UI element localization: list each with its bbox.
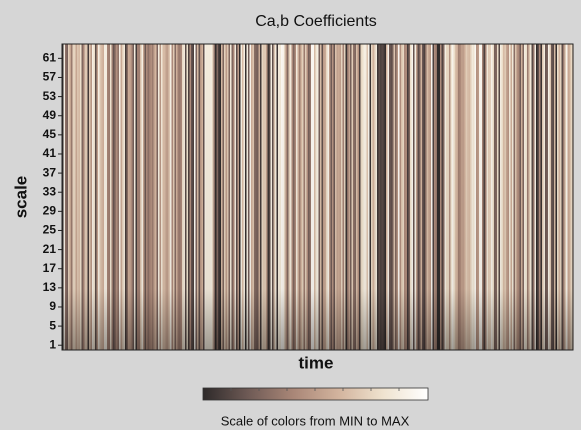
y-tick-label: 37 bbox=[43, 165, 57, 179]
x-axis-label: time bbox=[299, 353, 334, 372]
y-tick-label: 13 bbox=[43, 280, 57, 294]
y-tick-label: 1 bbox=[49, 337, 56, 351]
chart: Ca,b Coefficients time scale Scale of co… bbox=[0, 0, 581, 430]
y-tick-label: 57 bbox=[43, 70, 57, 84]
chart-title: Ca,b Coefficients bbox=[255, 13, 377, 30]
y-tick-label: 9 bbox=[49, 299, 56, 313]
y-tick-label: 29 bbox=[43, 204, 57, 218]
y-tick-label: 45 bbox=[43, 127, 57, 141]
y-tick-label: 21 bbox=[43, 242, 57, 256]
y-tick-label: 53 bbox=[43, 89, 57, 103]
y-tick-label: 5 bbox=[49, 318, 56, 332]
colorbar-label: Scale of colors from MIN to MAX bbox=[221, 413, 410, 428]
colorbar bbox=[203, 388, 428, 400]
y-tick-label: 49 bbox=[43, 108, 57, 122]
y-tick-label: 61 bbox=[43, 51, 57, 65]
y-tick-label: 25 bbox=[43, 223, 57, 237]
y-tick-label: 33 bbox=[43, 184, 57, 198]
plot-shade bbox=[62, 44, 573, 350]
y-tick-label: 41 bbox=[43, 146, 57, 160]
y-axis-label: scale bbox=[11, 176, 30, 219]
y-tick-label: 17 bbox=[43, 261, 57, 275]
